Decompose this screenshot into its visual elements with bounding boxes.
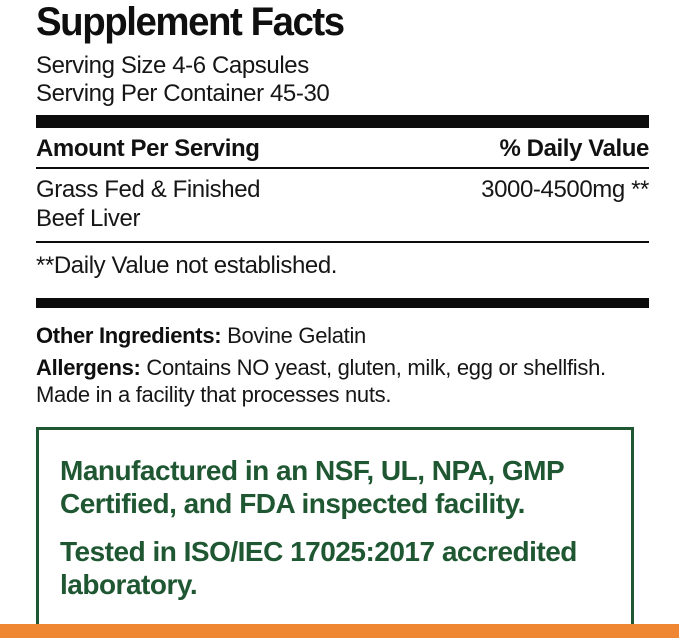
other-ingredients-value: Bovine Gelatin xyxy=(227,323,366,348)
table-row: Grass Fed & Finished Beef Liver 3000-450… xyxy=(36,169,649,243)
servings-per-container: Serving Per Container 45-30 xyxy=(36,80,330,107)
ingredient-name: Grass Fed & Finished Beef Liver xyxy=(36,175,260,233)
serving-size: Serving Size 4-6 Capsules xyxy=(36,52,309,79)
ingredient-name-line1: Grass Fed & Finished xyxy=(36,176,261,203)
ingredient-name-line2: Beef Liver xyxy=(36,205,141,232)
divider-thick-top xyxy=(36,115,649,128)
ingredient-amount: 3000-4500mg ** xyxy=(481,176,649,203)
other-ingredients-label: Other Ingredients: xyxy=(36,323,222,348)
allergens: Allergens: Contains NO yeast, gluten, mi… xyxy=(36,354,649,408)
amount-per-serving-header: Amount Per Serving xyxy=(36,135,260,162)
serving-info: Serving Size 4-6 Capsules Serving Per Co… xyxy=(36,52,649,108)
allergens-label: Allergens: xyxy=(36,355,141,380)
testing-statement: Tested in ISO/IEC 17025:2017 accredited … xyxy=(60,536,577,600)
column-header-row: Amount Per Serving % Daily Value xyxy=(36,128,649,169)
daily-value-header: % Daily Value xyxy=(499,135,649,162)
orange-accent-bar xyxy=(0,624,679,638)
divider-thick-bottom xyxy=(36,298,649,308)
panel-title: Supplement Facts xyxy=(36,0,345,44)
daily-value-footnote: **Daily Value not established. xyxy=(36,252,338,279)
allergens-value: Contains NO yeast, gluten, milk, egg or … xyxy=(36,355,606,407)
certification-statement: Manufactured in an NSF, UL, NPA, GMP Cer… xyxy=(60,455,564,519)
certification-box: Manufactured in an NSF, UL, NPA, GMP Cer… xyxy=(36,427,634,628)
other-ingredients: Other Ingredients: Bovine Gelatin xyxy=(36,322,649,349)
supplement-facts-panel: Supplement Facts Serving Size 4-6 Capsul… xyxy=(36,0,649,628)
